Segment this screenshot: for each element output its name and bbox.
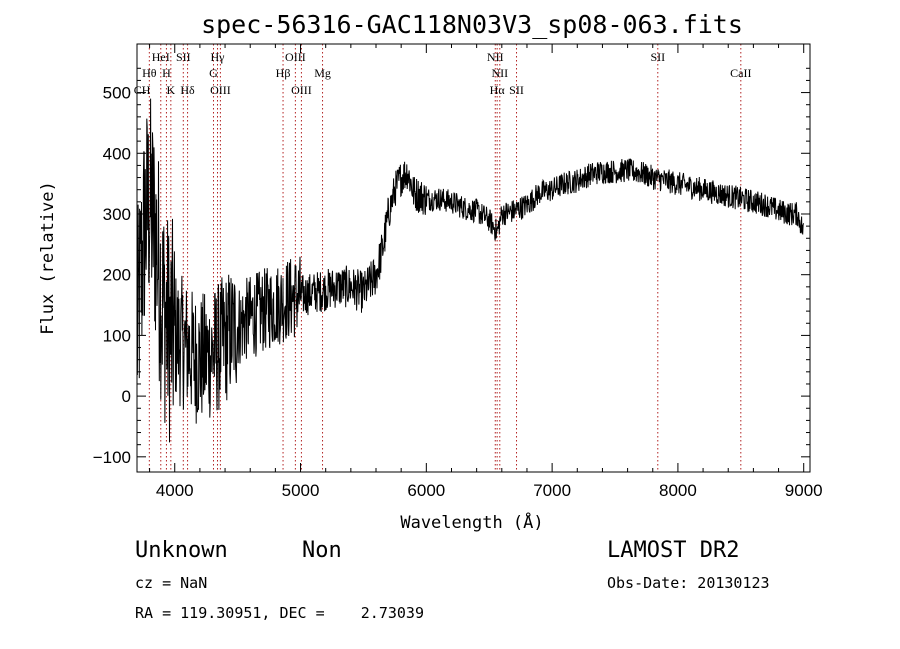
y-tick-label: 0 bbox=[122, 387, 131, 406]
spectral-line-label: Hθ bbox=[142, 66, 157, 80]
x-tick-label: 7000 bbox=[533, 481, 571, 500]
spectral-line-label: OIII bbox=[291, 83, 312, 97]
spectral-line-label: OIII bbox=[285, 50, 306, 64]
spectral-line-label: Hβ bbox=[276, 66, 291, 80]
y-axis-label: Flux (relative) bbox=[38, 181, 58, 335]
cz-value: cz = NaN bbox=[135, 574, 208, 592]
spectral-line-label: Mg bbox=[314, 66, 331, 80]
spectral-line-label: H bbox=[162, 66, 171, 80]
x-tick-label: 9000 bbox=[785, 481, 823, 500]
survey-label: LAMOST DR2 bbox=[607, 538, 740, 563]
spectral-line-label: CH bbox=[134, 83, 151, 97]
spectrum-series bbox=[136, 98, 804, 443]
spectral-line-label: Hα bbox=[490, 83, 506, 97]
x-tick-label: 4000 bbox=[156, 481, 194, 500]
spectral-line-label: Hδ bbox=[180, 83, 195, 97]
y-tick-label: 400 bbox=[103, 144, 131, 163]
y-tick-label: −100 bbox=[93, 448, 131, 467]
y-tick-label: 500 bbox=[103, 84, 131, 103]
subclass-label: Non bbox=[302, 538, 342, 563]
spectral-line-label: K bbox=[167, 83, 176, 97]
spectral-line-label: NII bbox=[487, 50, 504, 64]
coordinates: RA = 119.30951, DEC = 2.73039 bbox=[135, 604, 424, 622]
class-label: Unknown bbox=[135, 538, 228, 563]
spectral-line-label: SII bbox=[650, 50, 665, 64]
spectral-line-label: NII bbox=[491, 66, 508, 80]
spectral-line-label: OIII bbox=[210, 83, 231, 97]
plot-frame bbox=[136, 43, 811, 473]
spectral-line-label: SII bbox=[509, 83, 524, 97]
x-axis-label: Wavelength (Å) bbox=[400, 511, 543, 533]
y-tick-label: 200 bbox=[103, 266, 131, 285]
spectral-line-label: Hγ bbox=[211, 50, 226, 64]
spectrum-line bbox=[136, 98, 804, 443]
spectral-line-label: CaII bbox=[730, 66, 751, 80]
y-tick-label: 300 bbox=[103, 205, 131, 224]
chart-title: spec-56316-GAC118N03V3_sp08-063.fits bbox=[201, 10, 743, 39]
obs-date: Obs-Date: 20130123 bbox=[607, 574, 770, 592]
spectral-line-label: SII bbox=[176, 50, 191, 64]
spectral-line-label: HeI bbox=[152, 50, 170, 64]
axis-ticks: 4000 5000 6000 7000 8000 9000 −100 0 100 200 300 40… bbox=[93, 44, 823, 500]
x-tick-label: 6000 bbox=[407, 481, 445, 500]
x-tick-label: 8000 bbox=[659, 481, 697, 500]
x-tick-label: 5000 bbox=[282, 481, 320, 500]
y-tick-label: 100 bbox=[103, 326, 131, 345]
spectral-line-label: G bbox=[209, 66, 218, 80]
